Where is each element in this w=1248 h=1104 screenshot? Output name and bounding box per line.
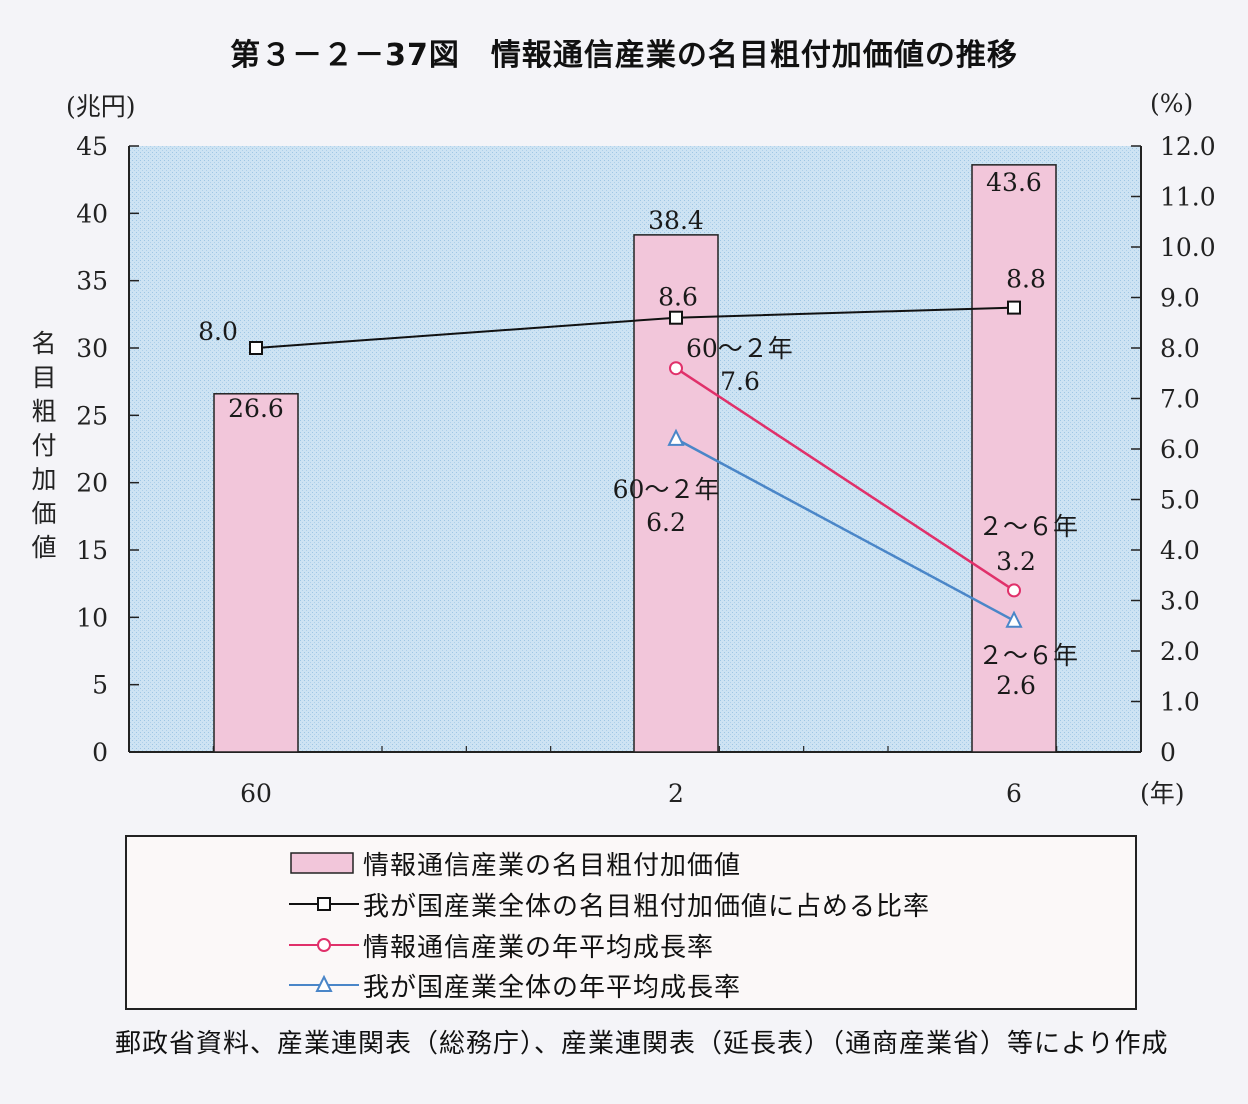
square-marker: [249, 341, 263, 355]
right-tick-label: 4.0: [1160, 536, 1200, 565]
ict-growth-value-label: 3.2: [996, 547, 1036, 576]
left-tick-label: 15: [76, 536, 108, 565]
share-value-label: 8.6: [658, 283, 698, 312]
left-axis-label-char: 価: [31, 499, 56, 528]
legend: 情報通信産業の名目粗付加価値 我が国産業全体の名目粗付加価値に占める比率 情報通…: [125, 835, 1137, 1010]
left-tick-label: 0: [92, 738, 108, 767]
bar-value-label: 38.4: [648, 206, 704, 235]
legend-item-ict-growth: 情報通信産業の年平均成長率: [289, 925, 714, 965]
right-tick-label: 10.0: [1160, 233, 1216, 262]
chart-title: 第３－２－37図 情報通信産業の名目粗付加価値の推移: [230, 38, 1018, 73]
left-axis-label-char: 名: [31, 329, 56, 358]
legend-swatch-all-growth: [289, 970, 359, 1000]
legend-label-all-growth: 我が国産業全体の年平均成長率: [363, 972, 742, 1003]
series-line: [675, 367, 1015, 592]
left-tick-label: 40: [76, 199, 108, 228]
legend-item-bar: 情報通信産業の名目粗付加価値: [289, 843, 741, 883]
legend-label-share: 我が国産業全体の名目粗付加価値に占める比率: [363, 891, 931, 922]
right-tick-label: 6.0: [1160, 435, 1200, 464]
left-axis-label-char: 加: [31, 465, 56, 494]
circle-marker: [1007, 583, 1021, 598]
left-axis-label-char: 付: [31, 431, 56, 460]
legend-item-all-growth: 我が国産業全体の年平均成長率: [289, 965, 741, 1005]
legend-item-share: 我が国産業全体の名目粗付加価値に占める比率: [289, 884, 930, 924]
series-line: [675, 437, 1015, 622]
legend-label-ict-growth: 情報通信産業の年平均成長率: [363, 932, 715, 963]
bar-series: [213, 164, 1057, 753]
left-axis-label: 名目粗付加価値: [31, 329, 56, 562]
left-tick-label: 35: [76, 267, 108, 296]
right-tick-label: 2.0: [1160, 637, 1200, 666]
right-tick-label: 5.0: [1160, 486, 1200, 515]
source-note: 郵政省資料、産業連関表（総務庁）、産業連関表（延長表）（通商産業省）等により作成: [115, 1029, 1169, 1059]
left-axis-label-char: 目: [31, 363, 56, 392]
legend-label-bar: 情報通信産業の名目粗付加価値: [363, 850, 742, 881]
right-axis: 0 1.0 2.0 3.0 4.0 5.0 6.0 7.0 8.0 9.0 10.0 11.0 12.0: [1131, 132, 1216, 767]
bar: [213, 393, 299, 753]
left-tick-label: 20: [76, 469, 108, 498]
left-axis: 0 5 10 15 20 25 30 35 40 45: [76, 132, 139, 767]
all-growth-period-label: 60～２年: [613, 475, 720, 504]
left-axis-label-char: 粗: [31, 397, 56, 426]
all-growth-value-label: 6.2: [646, 508, 686, 537]
ict-growth-value-label: 7.6: [720, 367, 760, 396]
legend-swatch-ict-growth: [289, 930, 359, 960]
share-value-label: 8.8: [1006, 265, 1046, 294]
legend-swatch-share: [289, 889, 359, 919]
triangle-marker: [667, 428, 685, 446]
right-tick-label: 8.0: [1160, 334, 1200, 363]
left-axis-label-char: 値: [31, 533, 56, 562]
triangle-marker: [1005, 610, 1023, 628]
ict-growth-period-label: ２～６年: [978, 512, 1078, 541]
bar: [971, 164, 1057, 753]
x-tick-label: 60: [240, 779, 272, 808]
left-axis-unit: (兆円): [66, 92, 136, 121]
line-series: [249, 300, 1023, 628]
x-tick-label: 6: [1006, 779, 1022, 808]
left-tick-label: 25: [76, 401, 108, 430]
circle-marker: [669, 361, 683, 376]
all-growth-value-label: 2.6: [996, 671, 1036, 700]
share-value-label: 8.0: [198, 317, 238, 346]
right-tick-label: 1.0: [1160, 688, 1200, 717]
all-growth-period-label: ２～６年: [978, 641, 1078, 670]
x-axis-unit: (年): [1140, 779, 1185, 808]
left-tick-label: 10: [76, 603, 108, 632]
bar-value-label: 43.6: [986, 168, 1042, 197]
right-axis-unit: (%): [1150, 89, 1193, 118]
x-axis: 60 2 6: [129, 746, 1141, 808]
left-tick-label: 45: [76, 132, 108, 161]
left-tick-label: 30: [76, 334, 108, 363]
right-tick-label: 7.0: [1160, 385, 1200, 414]
bar-value-label: 26.6: [228, 394, 284, 423]
right-tick-label: 3.0: [1160, 587, 1200, 616]
data-labels: 26.6 38.4 43.6 8.0 8.6 8.8 60～２年 7.6 ２～６年 3.2 60～２…: [198, 168, 1078, 700]
right-tick-label: 11.0: [1160, 183, 1216, 212]
square-marker: [669, 310, 683, 325]
x-tick-label: 2: [668, 779, 684, 808]
left-tick-label: 5: [92, 671, 108, 700]
right-tick-label: 9.0: [1160, 284, 1200, 313]
right-tick-label: 12.0: [1160, 132, 1216, 161]
legend-swatch-bar: [289, 848, 359, 878]
right-tick-label: 0: [1160, 738, 1176, 767]
square-marker: [1007, 300, 1021, 315]
chart-svg: 0 5 10 15 20 25 30 35 40 45 0 1.0 2.0 3.0 4.0 5.0 6.0 7.…: [31, 89, 1216, 808]
ict-growth-period-label: 60～２年: [686, 334, 793, 363]
